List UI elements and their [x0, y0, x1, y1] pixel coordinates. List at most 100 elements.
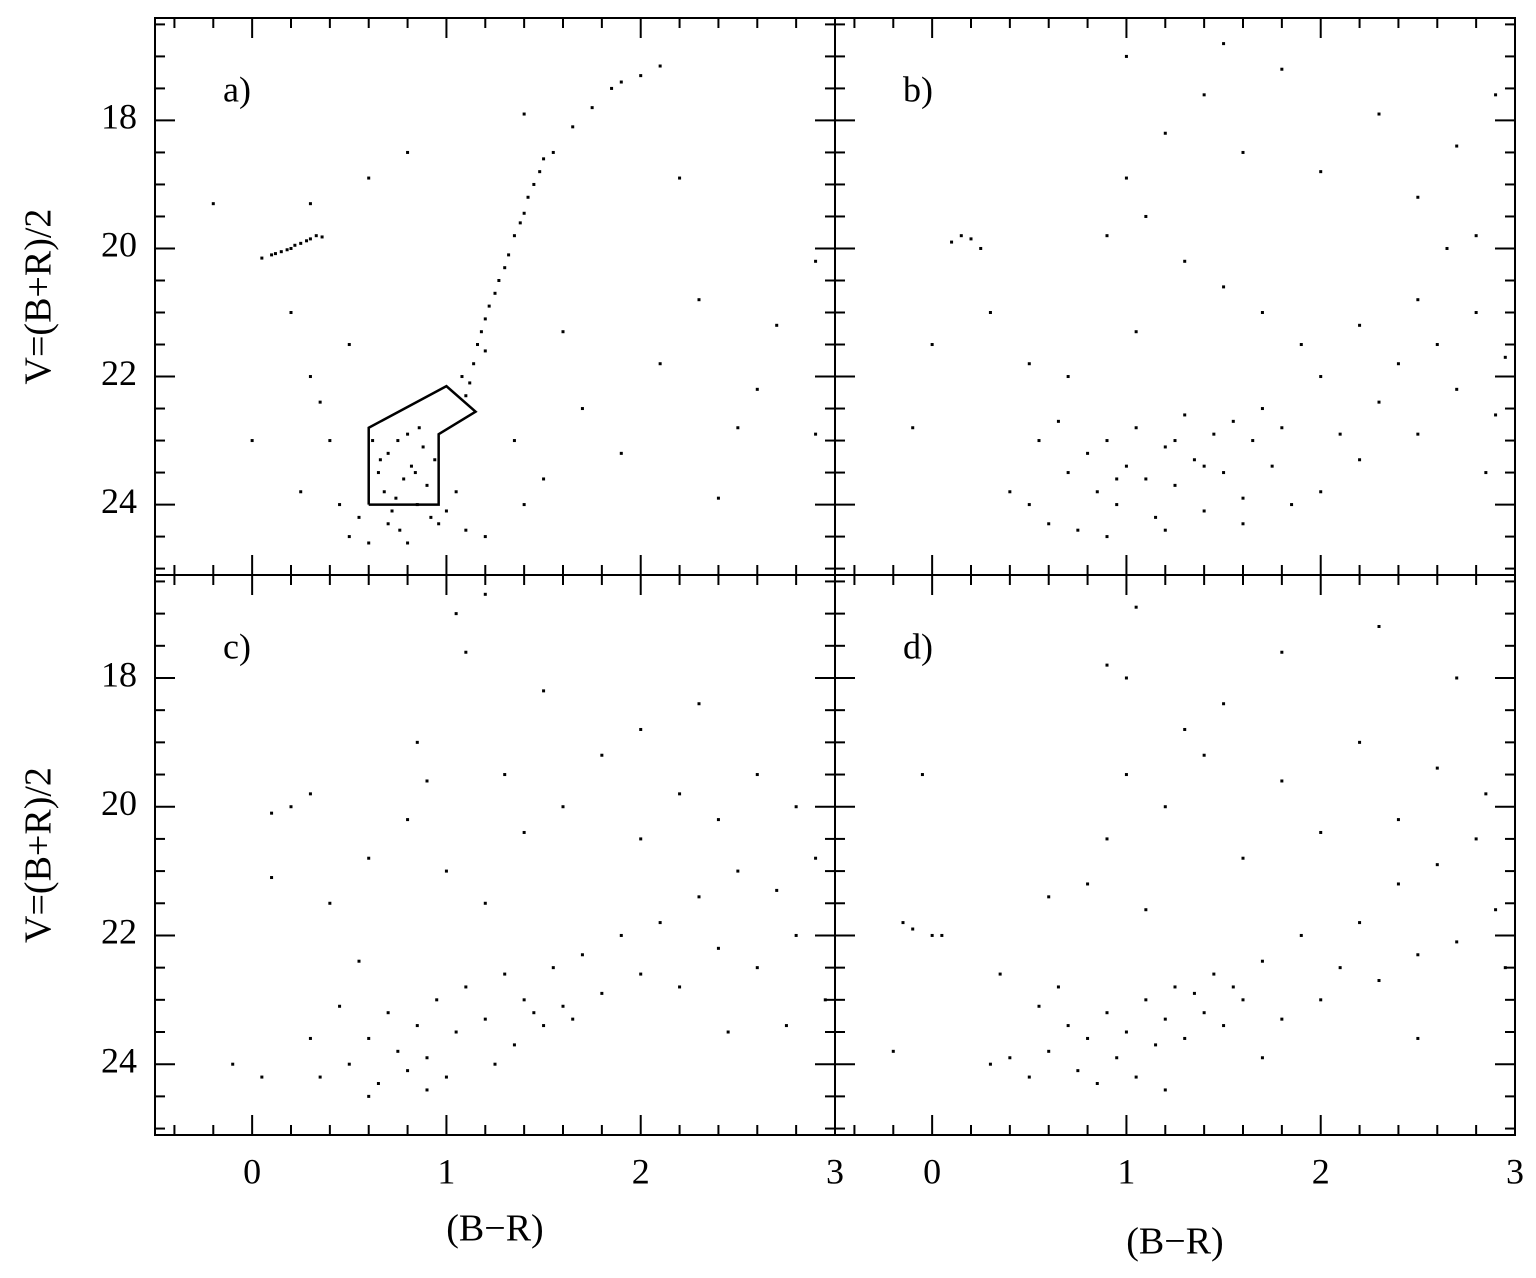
star-point [260, 256, 264, 260]
star-point [464, 650, 468, 654]
star-point [1202, 93, 1206, 97]
star-point [1260, 407, 1264, 411]
star-point [444, 1075, 448, 1079]
star-point [1105, 837, 1109, 841]
star-point [347, 1062, 351, 1066]
star-point [437, 522, 441, 526]
star-point [1047, 895, 1051, 899]
star-point [1124, 54, 1128, 58]
star-point [1212, 972, 1216, 976]
star-point [1202, 1011, 1206, 1015]
star-point [476, 343, 480, 347]
x-tick-label: 3 [826, 1151, 844, 1191]
star-point [293, 243, 297, 247]
star-point [299, 490, 303, 494]
star-point [1134, 605, 1138, 609]
star-point [289, 805, 293, 809]
x-tick-label: 0 [923, 1151, 941, 1191]
star-point [639, 727, 643, 731]
star-point [318, 1075, 322, 1079]
star-point [483, 1017, 487, 1021]
star-point [394, 496, 398, 500]
star-point [1358, 921, 1362, 925]
star-point [386, 451, 390, 455]
star-point [308, 1036, 312, 1040]
star-point [1358, 740, 1362, 744]
star-point [338, 1004, 342, 1008]
panel-frame [834, 574, 1516, 1136]
star-point [493, 291, 497, 295]
star-point [1494, 413, 1498, 417]
star-point [1105, 1011, 1109, 1015]
star-point [969, 237, 973, 241]
star-point [503, 773, 507, 777]
star-point [1202, 464, 1206, 468]
panel-label: b) [903, 69, 933, 109]
star-point [930, 933, 934, 937]
star-point [571, 1017, 575, 1021]
star-point [979, 246, 983, 250]
star-point [386, 522, 390, 526]
star-point [1056, 419, 1060, 423]
star-point [1299, 933, 1303, 937]
panel-frame [154, 574, 836, 1136]
star-point [305, 239, 309, 243]
star-point [697, 895, 701, 899]
star-point [483, 317, 487, 321]
y-tick-label: 22 [101, 353, 137, 393]
star-point [487, 304, 491, 308]
star-point [1008, 490, 1012, 494]
star-point [755, 773, 759, 777]
star-point [1319, 490, 1323, 494]
star-point [1319, 375, 1323, 379]
star-point [1066, 1024, 1070, 1028]
panel-frame [834, 17, 1516, 576]
star-point [1241, 522, 1245, 526]
star-point [444, 509, 448, 513]
star-point [425, 1056, 429, 1060]
star-point [483, 349, 487, 353]
star-point [406, 541, 410, 545]
star-point [415, 740, 419, 744]
star-point [454, 612, 458, 616]
star-point [415, 503, 419, 507]
star-point [1241, 856, 1245, 860]
star-point [1086, 1036, 1090, 1040]
star-point [1095, 490, 1099, 494]
star-point [1474, 837, 1478, 841]
star-point [1105, 663, 1109, 667]
star-point [483, 592, 487, 596]
star-point [308, 237, 312, 241]
star-point [270, 253, 274, 257]
star-point [1474, 311, 1478, 315]
panel-label: a) [223, 69, 251, 109]
star-point [328, 439, 332, 443]
star-point [814, 856, 818, 860]
star-point [483, 901, 487, 905]
y-tick-label: 20 [101, 783, 137, 823]
x-tick-label: 2 [632, 1151, 650, 1191]
star-point [1124, 773, 1128, 777]
star-point [357, 515, 361, 519]
star-point [542, 477, 546, 481]
star-point [911, 927, 915, 931]
star-point [1076, 1069, 1080, 1073]
star-point [580, 953, 584, 957]
star-point [1105, 439, 1109, 443]
star-point [1163, 528, 1167, 532]
star-point [1416, 195, 1420, 199]
y-tick-label: 18 [101, 97, 137, 137]
star-point [1416, 432, 1420, 436]
star-point [726, 1030, 730, 1034]
star-point [308, 792, 312, 796]
star-point [538, 170, 542, 174]
star-point [279, 250, 283, 254]
star-point [697, 298, 701, 302]
star-point [289, 311, 293, 315]
x-tick-label: 1 [1117, 1151, 1135, 1191]
star-point [231, 1062, 235, 1066]
star-point [1455, 387, 1459, 391]
star-point [1241, 496, 1245, 500]
star-point [1192, 991, 1196, 995]
